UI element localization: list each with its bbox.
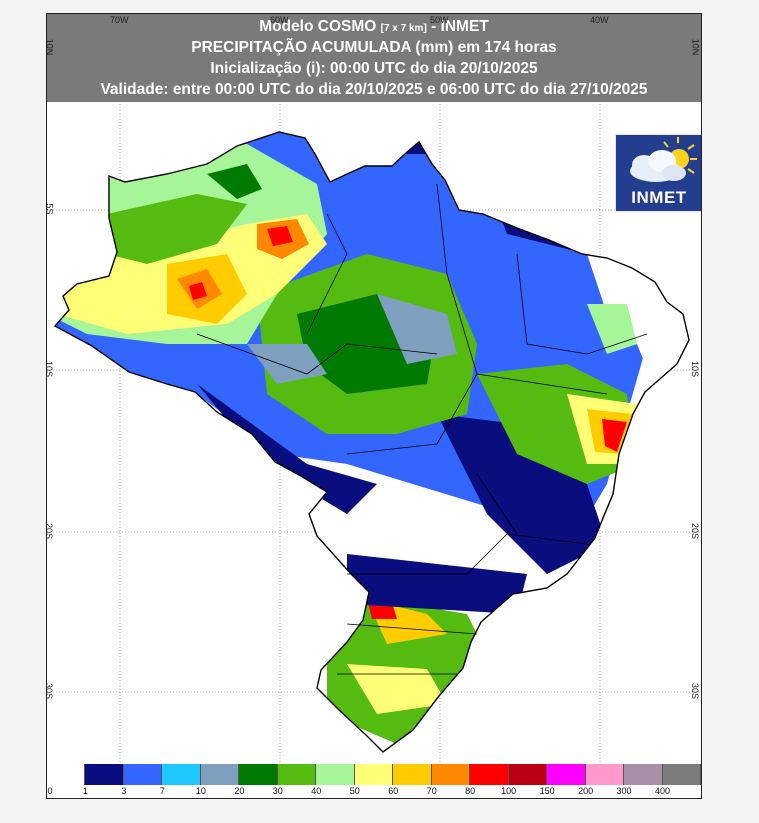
lat-tick-10n-right: 10N — [690, 38, 701, 56]
legend-swatch — [547, 764, 586, 785]
legend-swatch — [162, 764, 201, 785]
legend-label: 50 — [349, 786, 360, 796]
legend-label: 10 — [195, 786, 206, 796]
lat-tick-10s-right: 10S — [690, 360, 701, 378]
color-legend: 0 1 3 7 10 20 30 40 50 60 70 80 100 150 200 300 400 — [47, 764, 701, 798]
legend-swatch — [431, 764, 471, 785]
legend-label: 40 — [311, 786, 322, 796]
legend-label: 70 — [426, 786, 437, 796]
legend-swatch — [200, 764, 240, 785]
inmet-logo: INMET — [615, 134, 701, 212]
lon-tick-40w: 40W — [590, 15, 609, 25]
cloud-sun-icon — [630, 137, 697, 182]
legend-label: 100 — [501, 786, 517, 796]
lat-tick-10s-left: 10S — [47, 360, 55, 378]
legend-swatch — [123, 764, 163, 785]
product-title: PRECIPITAÇÃO ACUMULADA (mm) em 174 horas — [191, 39, 557, 56]
legend-label: 200 — [578, 786, 594, 796]
lat-tick-20s-left: 20S — [47, 522, 55, 540]
map-header: Modelo COSMO [7 x 7 km] - INMET PRECIPIT… — [47, 14, 701, 102]
legend-swatch — [354, 764, 394, 785]
legend-label: 20 — [234, 786, 245, 796]
init-time: Inicialização (i): 00:00 UTC do dia 20/1… — [210, 60, 538, 77]
legend-label: 3 — [121, 786, 127, 796]
lat-tick-5s-left: 5S — [47, 203, 55, 215]
legend-label: 30 — [272, 786, 283, 796]
model-title: Modelo COSMO [7 x 7 km] - INMET — [259, 18, 489, 35]
legend-label: 7 — [159, 786, 165, 796]
legend-label: 300 — [616, 786, 632, 796]
legend-swatch — [624, 764, 663, 785]
legend-swatch — [47, 764, 86, 785]
lat-tick-20s-right: 20S — [690, 522, 701, 540]
legend-label: 80 — [465, 786, 476, 796]
legend-swatch — [393, 764, 432, 785]
legend-swatch — [239, 764, 278, 785]
legend-swatch — [662, 764, 701, 785]
state-borders — [196, 183, 648, 675]
legend-label: 1 — [82, 786, 88, 796]
legend-swatch — [585, 764, 625, 785]
validity-period: Validade: entre 00:00 UTC do dia 20/10/2… — [100, 81, 648, 98]
map-frame: Modelo COSMO [7 x 7 km] - INMET PRECIPIT… — [46, 13, 702, 799]
legend-swatch — [470, 764, 509, 785]
legend-swatch — [85, 764, 124, 785]
lat-tick-30s-left: 30S — [47, 682, 55, 700]
legend-label: 0 — [47, 786, 53, 796]
legend-label: 400 — [655, 786, 671, 796]
lon-tick-60w: 60W — [270, 15, 289, 25]
legend-label: 60 — [388, 786, 399, 796]
precipitation-map — [47, 14, 701, 764]
legend-swatch — [277, 764, 317, 785]
legend-swatch — [316, 764, 355, 785]
lon-tick-50w: 50W — [430, 15, 449, 25]
precipitation-field — [55, 132, 689, 752]
lat-tick-10n-left: 10N — [47, 38, 55, 56]
lat-tick-30s-right: 30S — [690, 682, 701, 700]
legend-label: 150 — [539, 786, 555, 796]
lon-tick-70w: 70W — [110, 15, 129, 25]
logo-text: INMET — [631, 188, 687, 207]
legend-swatch — [508, 764, 548, 785]
